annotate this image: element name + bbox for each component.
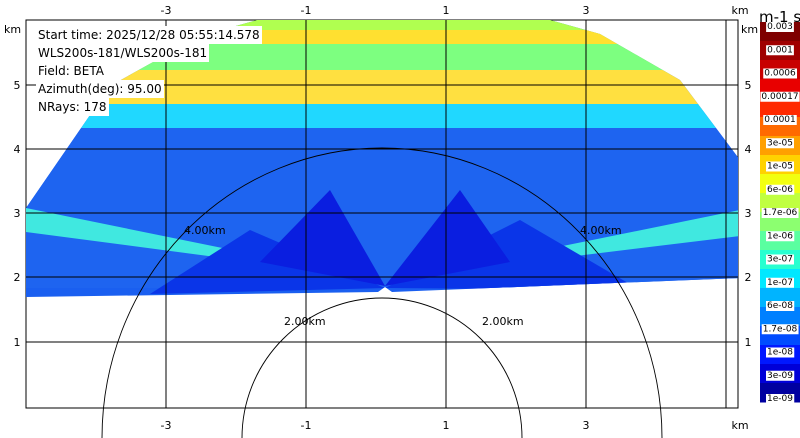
y-unit-left: km	[4, 23, 21, 36]
colorbar-label-background	[761, 324, 799, 335]
colorbar-label-background	[766, 277, 794, 288]
colorbar-label-background	[760, 91, 800, 102]
colorbar-tick-label: 3e-05	[767, 138, 793, 148]
scan-info-box: Start time: 2025/12/28 05:55:14.578 WLS2…	[36, 26, 262, 116]
colorbar-label-background	[766, 370, 795, 381]
colorbar-label-background	[766, 45, 794, 56]
range-ring-label-4km-right: 4.00km	[580, 224, 622, 237]
range-ring-label-2km-left: 2.00km	[284, 315, 326, 328]
start-time-label: Start time: 2025/12/28 05:55:14.578	[36, 26, 262, 44]
x-tick-top: -3	[161, 4, 172, 17]
colorbar-tick-label: 3e-07	[767, 255, 793, 265]
colorbar-label-background	[763, 68, 798, 79]
x-tick-bottom: 1	[443, 419, 450, 432]
y-tick-left: 4	[14, 143, 21, 156]
y-tick-right: 2	[745, 271, 752, 284]
field-label: Field: BETA	[36, 62, 106, 80]
x-unit-top: km	[731, 4, 748, 17]
colorbar-label-background	[766, 301, 795, 311]
colorbar-tick-label: 1.7e-08	[763, 324, 798, 334]
x-unit-bottom: km	[731, 419, 748, 432]
colorbar-tick-label: 1e-05	[767, 162, 793, 172]
y-tick-right: 1	[745, 336, 752, 349]
colorbar-tick-label: 0.003	[767, 22, 793, 32]
x-tick-top: -1	[301, 4, 312, 17]
colorbar-tick-label: 0.0001	[764, 115, 796, 125]
grid	[26, 20, 738, 408]
x-tick-top: 1	[443, 4, 450, 17]
colorbar-tick-label: 1e-09	[767, 394, 793, 404]
colorbar-label-background	[761, 208, 799, 218]
colorbar-swatch	[760, 98, 800, 118]
nrays-label: NRays: 178	[36, 98, 109, 116]
y-tick-left: 3	[14, 207, 21, 220]
colorbar-tick-label: 0.001	[767, 45, 793, 55]
y-axis-right: km 5 4 3 2 1	[741, 23, 758, 349]
colorbar-tick-label: 0.00017	[761, 92, 798, 102]
x-tick-bottom: 3	[583, 419, 590, 432]
y-axis-left: km 5 4 3 2 1	[4, 23, 21, 349]
x-axis-bottom: -3 -1 1 3 km	[161, 419, 749, 432]
colorbar-tick-label: 3e-09	[767, 371, 793, 381]
colorbar-tick-label: 1e-08	[767, 348, 793, 358]
colorbar-label-background	[766, 184, 795, 195]
y-tick-left: 5	[14, 79, 21, 92]
x-axis-top: -3 -1 1 3 km	[161, 4, 749, 17]
y-unit-right: km	[741, 23, 758, 36]
colorbar-label-background	[766, 161, 794, 172]
colorbar-tick-label: 1.7e-06	[763, 208, 798, 218]
colorbar-units-title: m-1 sr-1	[759, 8, 800, 26]
colorbar-label-background	[766, 231, 795, 242]
colorbar: 0.003 0.001 0.0006 0.00017 0.0001 3e-05 1e-05 6…	[760, 22, 800, 404]
colorbar-swatch	[760, 193, 800, 213]
y-tick-right: 4	[745, 143, 752, 156]
colorbar-label-background	[766, 394, 795, 404]
colorbar-tick-label: 6e-08	[767, 301, 793, 311]
x-tick-top: 3	[583, 4, 590, 17]
colorbar-swatch	[760, 307, 800, 327]
instrument-label: WLS200s-181/WLS200s-181	[36, 44, 210, 62]
x-tick-bottom: -3	[161, 419, 172, 432]
colorbar-label-background	[766, 347, 795, 358]
x-tick-bottom: -1	[301, 419, 312, 432]
range-ring-label-4km-left: 4.00km	[184, 224, 226, 237]
colorbar-tick-label: 1e-07	[767, 278, 793, 288]
colorbar-label-background	[766, 138, 794, 149]
y-tick-left: 1	[14, 336, 21, 349]
azimuth-label: Azimuth(deg): 95.00	[36, 80, 164, 98]
colorbar-tick-label: 1e-06	[767, 231, 793, 241]
colorbar-label-background	[766, 254, 794, 265]
y-tick-right: 5	[745, 79, 752, 92]
colorbar-label-background	[766, 22, 794, 32]
colorbar-tick-label: 0.0006	[764, 69, 796, 79]
y-tick-left: 2	[14, 271, 21, 284]
range-rings	[101, 147, 663, 438]
range-ring-label-2km-right: 2.00km	[482, 315, 524, 328]
y-tick-right: 3	[745, 207, 752, 220]
colorbar-label-background	[763, 115, 797, 125]
colorbar-tick-label: 6e-06	[767, 185, 793, 195]
